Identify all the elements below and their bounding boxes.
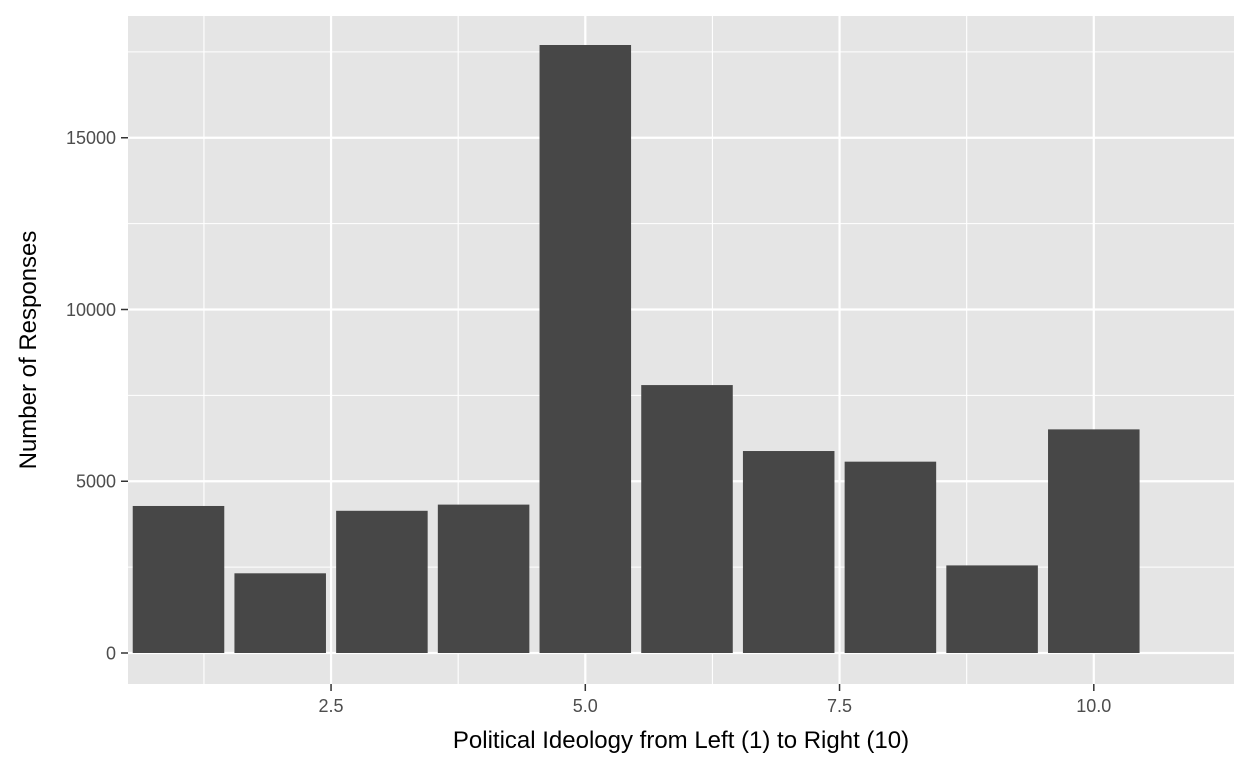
- y-tick-label: 10000: [66, 300, 116, 320]
- x-tick-label: 2.5: [319, 696, 344, 716]
- bar: [437, 504, 530, 653]
- y-tick-label: 15000: [66, 128, 116, 148]
- y-tick-label: 0: [106, 644, 116, 664]
- y-tick-label: 5000: [76, 472, 116, 492]
- x-axis-ticks: 2.5 5.0 7.5 10.0: [319, 684, 1111, 716]
- y-axis-title: Number of Responses: [15, 231, 42, 470]
- y-axis-ticks: 0 5000 10000 15000: [66, 128, 128, 664]
- x-tick-label: 7.5: [827, 696, 852, 716]
- bar: [336, 510, 428, 653]
- bar: [1048, 429, 1140, 653]
- bar: [742, 451, 835, 653]
- bar: [641, 385, 733, 653]
- bar: [539, 45, 632, 653]
- bar: [946, 565, 1038, 653]
- x-tick-label: 5.0: [573, 696, 598, 716]
- bar: [234, 573, 326, 653]
- bar: [844, 461, 937, 653]
- bar: [132, 505, 225, 653]
- bars: [132, 45, 1140, 653]
- x-tick-label: 10.0: [1076, 696, 1111, 716]
- x-axis-title: Political Ideology from Left (1) to Righ…: [453, 727, 909, 754]
